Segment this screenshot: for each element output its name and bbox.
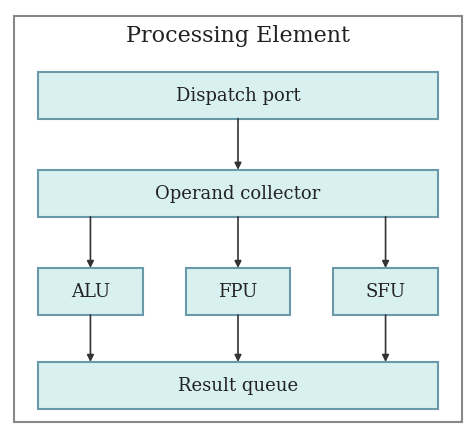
Bar <box>38 170 438 217</box>
Text: Result queue: Result queue <box>178 377 298 394</box>
Text: ALU: ALU <box>71 283 110 301</box>
Bar <box>38 362 438 409</box>
Bar <box>186 268 290 315</box>
Bar <box>38 72 438 119</box>
Bar <box>333 268 438 315</box>
Text: SFU: SFU <box>366 283 406 301</box>
Text: Operand collector: Operand collector <box>155 185 321 203</box>
Text: Dispatch port: Dispatch port <box>176 87 300 105</box>
Text: FPU: FPU <box>218 283 258 301</box>
Bar <box>38 268 143 315</box>
Text: Processing Element: Processing Element <box>126 25 350 47</box>
